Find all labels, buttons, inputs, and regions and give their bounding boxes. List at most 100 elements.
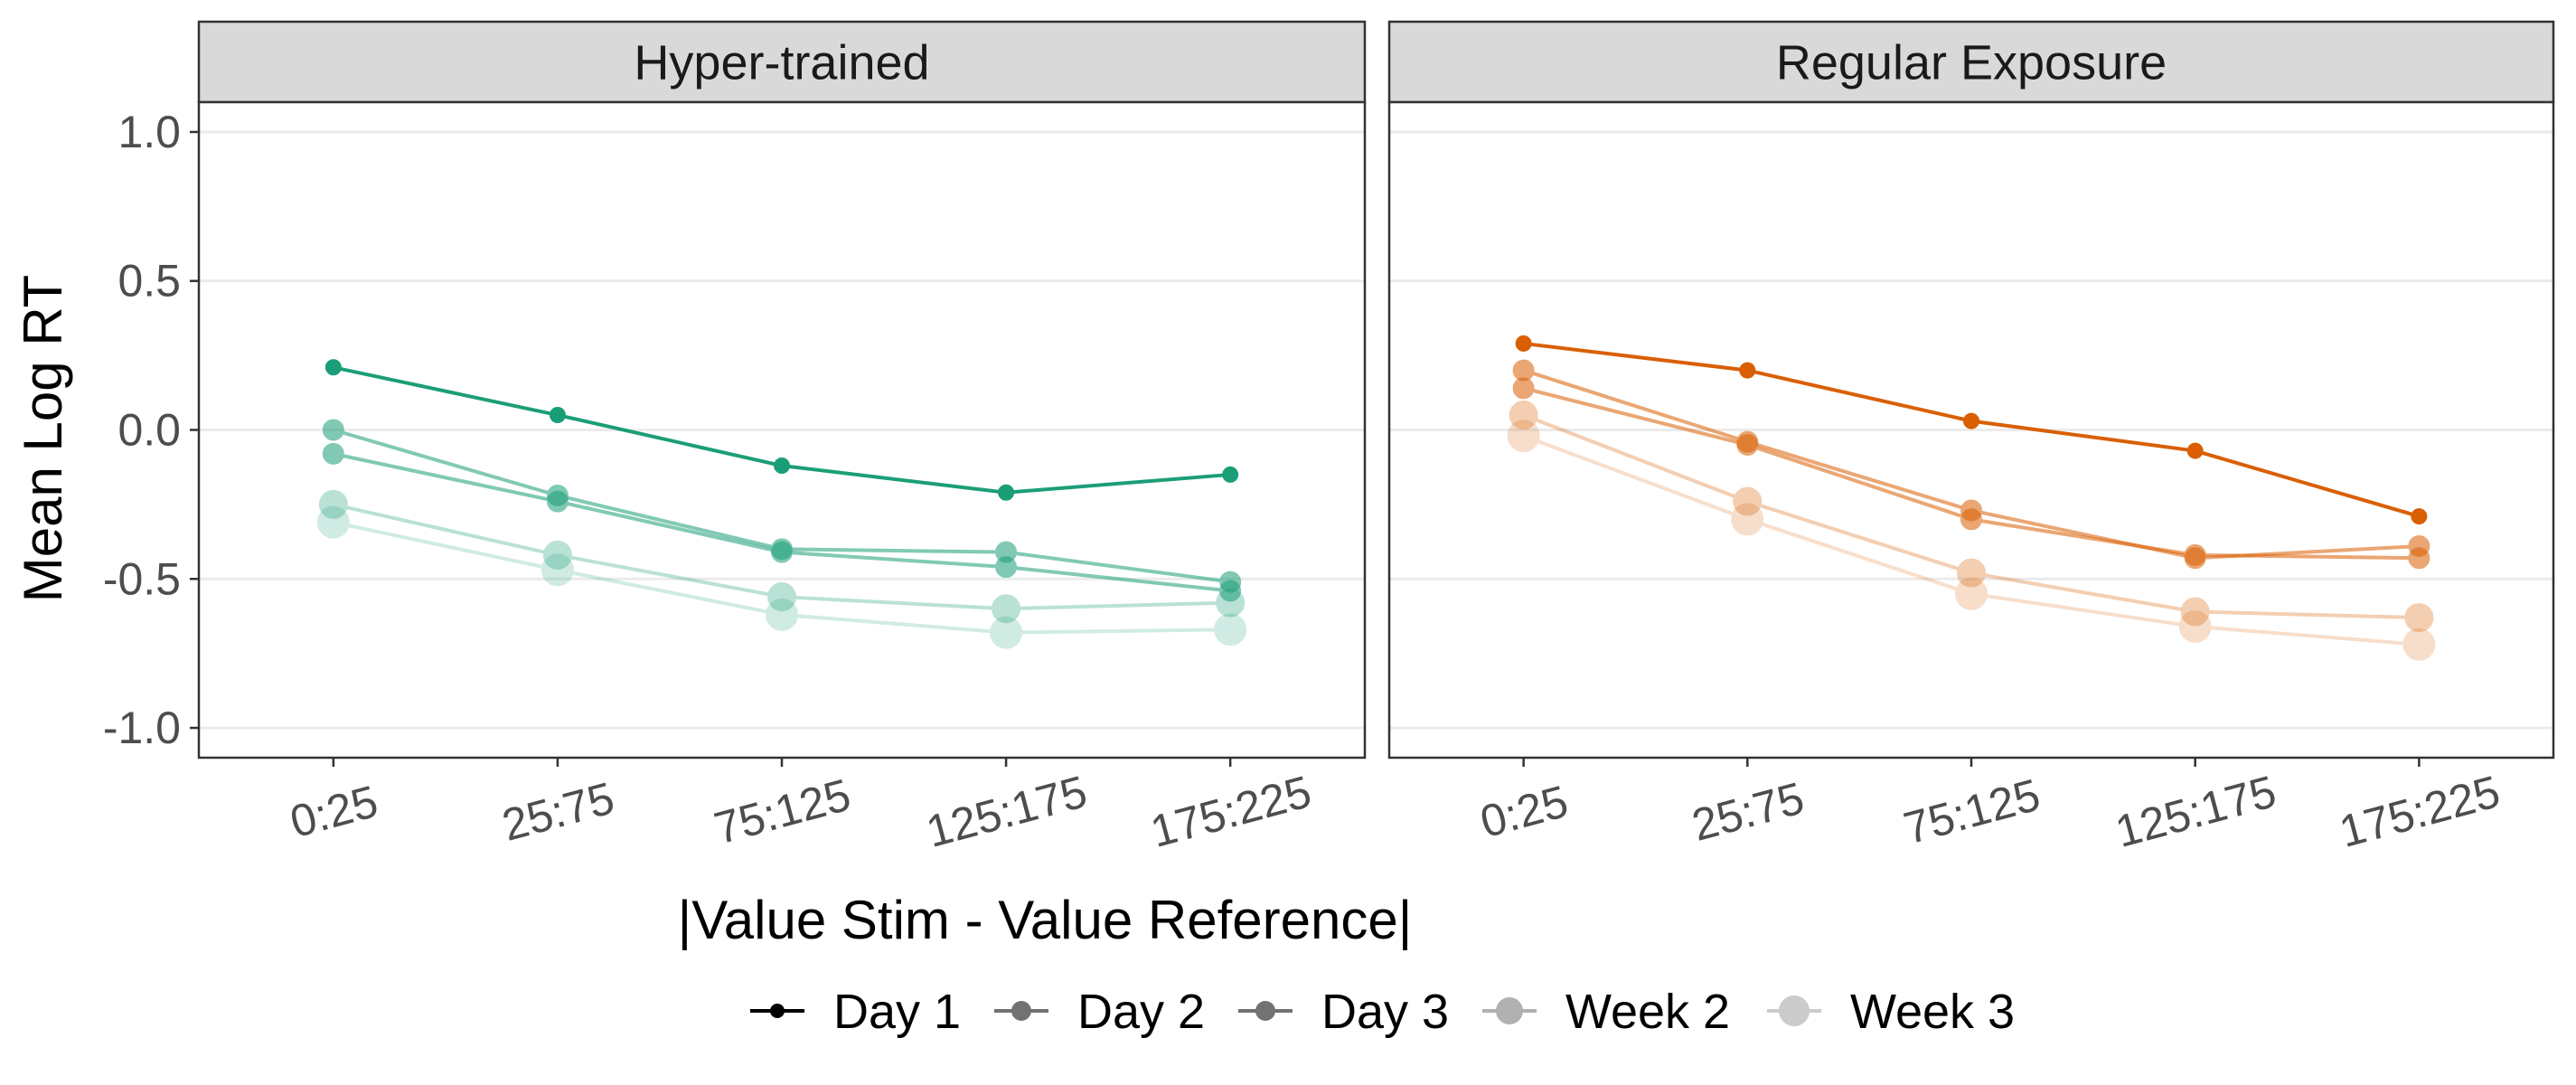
- y-tick-label: 0.5: [118, 256, 181, 307]
- series-week-3: [1507, 420, 2436, 661]
- x-tick-label: 25:75: [1687, 772, 1809, 850]
- series-line: [333, 502, 1231, 611]
- data-point: [1219, 571, 1242, 593]
- legend-key: [994, 1001, 1048, 1021]
- data-point: [2186, 442, 2204, 459]
- facet-strip-title: Hyper-trained: [634, 36, 929, 90]
- data-point: [767, 582, 796, 612]
- data-point: [542, 540, 572, 570]
- data-point: [998, 484, 1015, 501]
- data-point: [1955, 577, 1988, 610]
- legend-key-point: [1779, 995, 1810, 1026]
- data-point: [2404, 603, 2434, 633]
- legend-item-day-2: Day 2: [994, 985, 1205, 1039]
- series-week-2: [1509, 401, 2434, 633]
- data-point: [1512, 359, 1535, 382]
- data-point: [992, 594, 1021, 624]
- data-point: [2408, 535, 2430, 558]
- series-day-2: [322, 419, 1242, 593]
- y-tick-label: 1.0: [118, 107, 181, 157]
- data-point: [2402, 627, 2436, 661]
- legend-item-week-3: Week 3: [1767, 985, 2015, 1039]
- legend-label: Week 3: [1850, 985, 2015, 1039]
- legend-label: Week 2: [1565, 985, 1730, 1039]
- legend-key: [750, 1004, 804, 1018]
- x-tick-label: 125:175: [2111, 766, 2281, 857]
- series-day-1: [1515, 335, 2428, 525]
- data-point: [318, 489, 348, 519]
- data-point: [322, 442, 344, 465]
- y-tick-label: 0.0: [118, 405, 181, 456]
- series-week-3: [316, 505, 1247, 649]
- x-tick-label: 175:225: [2334, 766, 2505, 857]
- data-point: [316, 505, 350, 539]
- legend-key: [1238, 1001, 1293, 1021]
- data-point: [549, 407, 566, 424]
- facet-strip: [1387, 20, 2555, 104]
- legend-key: [1767, 995, 1821, 1026]
- data-point: [774, 458, 790, 475]
- data-point: [1214, 613, 1247, 646]
- data-point: [771, 538, 793, 561]
- data-point: [1731, 503, 1764, 536]
- series-week-2: [318, 489, 1246, 624]
- series-line: [1522, 413, 2420, 620]
- data-point: [1512, 377, 1535, 400]
- y-tick-label: -1.0: [103, 703, 181, 753]
- x-tick-label: 175:225: [1145, 766, 1316, 857]
- data-point: [324, 359, 342, 376]
- data-point: [995, 541, 1018, 563]
- y-tick-label: -0.5: [103, 553, 181, 604]
- legend-key-point: [1255, 1001, 1275, 1021]
- data-point: [1515, 335, 1532, 352]
- panel-regular-exposure: Regular Exposure 0:25 25:75 75:125 125:175 17…: [1387, 20, 2555, 857]
- legend-label: Day 3: [1321, 985, 1449, 1039]
- data-point: [766, 598, 798, 631]
- data-point: [1509, 401, 1538, 430]
- legend-item-week-2: Week 2: [1482, 985, 1730, 1039]
- y-axis-title: Mean Log RT: [13, 275, 73, 602]
- data-point: [1957, 558, 1986, 588]
- panel-hyper-trained: Hyper-trained 1.0 0.5 0.0 -0.5 -1.0 0:25 25:75 7…: [103, 20, 1367, 857]
- facet-strip: [197, 20, 1367, 104]
- data-point: [322, 419, 344, 441]
- x-axis-title: |Value Stim - Value Reference|: [678, 890, 1413, 950]
- legend-item-day-3: Day 3: [1238, 985, 1449, 1039]
- data-point: [1963, 412, 1979, 429]
- legend-key-point: [1011, 1001, 1031, 1021]
- data-point: [2411, 508, 2428, 525]
- data-point: [1739, 362, 1756, 379]
- data-point: [990, 616, 1023, 649]
- data-point: [1507, 420, 1540, 453]
- panels-layer: Hyper-trained 1.0 0.5 0.0 -0.5 -1.0 0:25 25:75 7…: [103, 20, 2555, 857]
- data-point: [546, 485, 569, 506]
- x-tick-label: 0:25: [285, 776, 383, 847]
- x-tick-label: 75:125: [1898, 769, 2045, 854]
- data-point: [1222, 466, 1239, 483]
- x-tick-label: 125:175: [921, 766, 1092, 857]
- legend-key-point: [770, 1004, 785, 1018]
- facet-strip-title: Regular Exposure: [1776, 36, 2167, 90]
- legend-key: [1482, 997, 1537, 1024]
- series-line: [333, 520, 1231, 635]
- series-day-1: [324, 359, 1239, 501]
- series-day-2: [1512, 359, 2430, 570]
- data-point: [2180, 597, 2210, 627]
- x-tick-label: 75:125: [709, 769, 855, 854]
- x-tick-label: 25:75: [497, 772, 619, 850]
- data-point: [2178, 610, 2212, 643]
- legend-item-day-1: Day 1: [750, 985, 961, 1039]
- data-point: [1733, 486, 1763, 516]
- data-point: [1736, 430, 1759, 453]
- data-point: [541, 553, 574, 587]
- legend-key-point: [1496, 997, 1523, 1024]
- legend: Day 1 Day 2 Day 3 Week 2 Week 3: [750, 985, 2015, 1039]
- data-point: [1960, 499, 1982, 522]
- legend-label: Day 1: [833, 985, 961, 1039]
- legend-label: Day 2: [1077, 985, 1205, 1039]
- series-line: [1522, 434, 2420, 646]
- x-tick-label: 0:25: [1475, 776, 1574, 847]
- data-point: [2184, 547, 2206, 570]
